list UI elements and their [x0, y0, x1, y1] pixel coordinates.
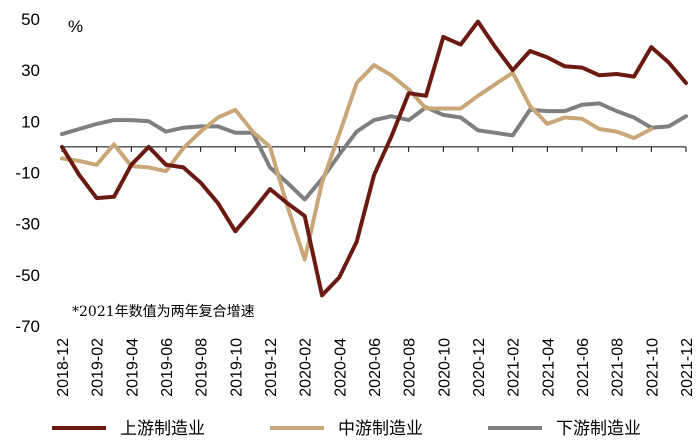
series-lines — [60, 19, 688, 298]
x-tick-label: 2019-04 — [124, 338, 141, 397]
x-tick-label: 2019-02 — [90, 338, 107, 397]
y-tick-label: 30 — [21, 61, 40, 80]
x-tick-label: 2021-08 — [610, 338, 627, 397]
x-tick-label: 2021-04 — [540, 338, 557, 397]
legend: 上游制造业 中游制造业 下游制造业 — [52, 419, 641, 439]
x-tick-label: 2019-12 — [263, 338, 280, 397]
series-line-3 — [60, 101, 688, 202]
x-tick-label: 2019-08 — [194, 338, 211, 397]
x-tick-label: 2020-12 — [471, 338, 488, 397]
legend-label-3: 下游制造业 — [556, 419, 641, 439]
x-tick-label: 2019-06 — [159, 338, 176, 397]
series-line-1 — [60, 19, 688, 298]
x-axis-ticks: 2018-12 2019-02 2019-04 2019-06 2019-08 2019-… — [55, 146, 696, 397]
series-line-2 — [60, 63, 654, 262]
x-tick-label: 2021-02 — [506, 338, 523, 397]
legend-label-2: 中游制造业 — [338, 419, 423, 439]
y-axis-ticks: 50 30 10 -10 -30 -50 -70 — [15, 10, 40, 336]
x-tick-label: 2021-10 — [644, 338, 661, 397]
x-tick-label: 2020-04 — [332, 338, 349, 397]
x-tick-label: 2020-08 — [402, 338, 419, 397]
x-tick-label: 2018-12 — [55, 338, 72, 397]
y-tick-label: -50 — [15, 266, 40, 285]
unit-label: % — [68, 17, 83, 36]
x-tick-label: 2020-10 — [436, 338, 453, 397]
chart-note: *2021年数值为两年复合增速 — [72, 303, 255, 320]
y-tick-label: 50 — [21, 10, 40, 29]
y-tick-label: -10 — [15, 164, 40, 183]
legend-label-1: 上游制造业 — [120, 419, 205, 439]
y-tick-label: -30 — [15, 215, 40, 234]
x-tick-label: 2021-06 — [575, 338, 592, 397]
y-tick-label: 10 — [21, 112, 40, 131]
x-tick-label: 2020-06 — [367, 338, 384, 397]
x-tick-label: 2021-12 — [679, 338, 696, 397]
x-tick-label: 2019-10 — [228, 338, 245, 397]
y-tick-label: -70 — [15, 317, 40, 336]
x-tick-label: 2020-02 — [298, 338, 315, 397]
